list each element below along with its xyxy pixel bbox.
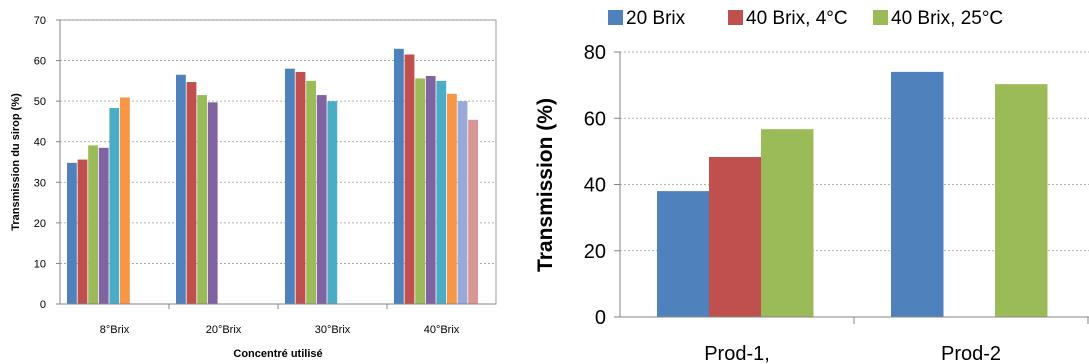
right-y-axis-title: Transmission (%) <box>534 98 557 272</box>
left-x-tick-labels: 8°Brix 20°Brix 30°Brix 40°Brix <box>100 304 460 336</box>
right-y-tick-label: 20 <box>584 241 606 263</box>
left-bar <box>176 74 186 305</box>
right-chart: 0 20 40 60 80 Prod-1, Prod-2 Transmission (%)… <box>534 8 1089 364</box>
left-bar <box>404 54 415 304</box>
left-y-tick-label: 60 <box>34 56 46 68</box>
left-bar <box>98 147 109 304</box>
left-y-tick-labels: 0 10 20 30 40 50 60 70 <box>34 15 60 311</box>
left-bar <box>295 71 306 304</box>
left-chart: 0 10 20 30 40 50 60 70 8°Brix 20°Brix 30°Brix 40°B… <box>10 15 497 360</box>
left-bar <box>207 102 218 304</box>
right-legend-label: 40 Brix, 25°C <box>891 8 1003 29</box>
left-y-tick-label: 20 <box>34 218 46 230</box>
right-x-tick-label: Prod-1, <box>704 343 770 364</box>
right-bar <box>657 191 710 317</box>
left-bar <box>436 80 447 304</box>
left-bar <box>415 78 425 305</box>
left-y-tick-label: 40 <box>34 137 46 149</box>
left-bar <box>67 162 77 304</box>
right-legend-label: 20 Brix <box>626 8 686 29</box>
left-bar <box>306 80 316 304</box>
left-bar <box>394 48 404 305</box>
left-y-tick-label: 30 <box>34 177 46 189</box>
right-bar <box>891 71 944 317</box>
right-x-tick-labels: Prod-1, Prod-2 <box>704 317 1089 364</box>
right-bars <box>657 71 1048 317</box>
left-y-tick-label: 10 <box>34 258 46 270</box>
left-bars <box>67 48 478 305</box>
left-x-tick-label: 30°Brix <box>315 324 351 336</box>
left-x-tick-label: 20°Brix <box>206 324 242 336</box>
left-bar <box>88 145 98 304</box>
right-legend-swatch <box>873 10 888 25</box>
right-legend-swatch <box>728 10 743 25</box>
left-x-axis-title: Concentré utilisé <box>233 348 322 360</box>
right-y-tick-label: 40 <box>584 175 606 197</box>
left-y-axis-title: Transmission du sirop (%) <box>10 93 22 231</box>
left-bar <box>197 95 207 304</box>
left-y-tick-label: 50 <box>34 96 46 108</box>
left-y-tick-label: 0 <box>40 299 46 311</box>
right-bar <box>709 157 762 317</box>
left-bar <box>468 119 478 304</box>
left-y-tick-label: 70 <box>34 15 46 27</box>
left-bar <box>425 75 436 304</box>
left-bar <box>120 97 130 305</box>
right-y-tick-label: 80 <box>584 42 606 64</box>
right-legend: 20 Brix 40 Brix, 4°C 40 Brix, 25°C <box>608 8 1003 29</box>
left-bar <box>77 159 88 304</box>
left-bar <box>457 101 468 305</box>
right-x-tick-label: Prod-2 <box>941 343 1001 364</box>
right-legend-swatch <box>608 10 623 25</box>
left-bar <box>316 95 327 304</box>
right-bar <box>761 129 814 317</box>
left-x-tick-label: 40°Brix <box>424 324 460 336</box>
left-x-tick-label: 8°Brix <box>100 324 130 336</box>
right-y-tick-label: 0 <box>595 307 606 329</box>
right-y-tick-label: 60 <box>584 108 606 130</box>
left-bar <box>285 68 295 304</box>
left-bar <box>447 93 457 304</box>
left-bar <box>109 108 120 304</box>
right-legend-label: 40 Brix, 4°C <box>746 8 848 29</box>
left-bar <box>327 101 338 305</box>
right-y-tick-labels: 0 20 40 60 80 <box>584 42 620 329</box>
left-bar <box>186 82 197 305</box>
right-bar <box>995 84 1048 317</box>
